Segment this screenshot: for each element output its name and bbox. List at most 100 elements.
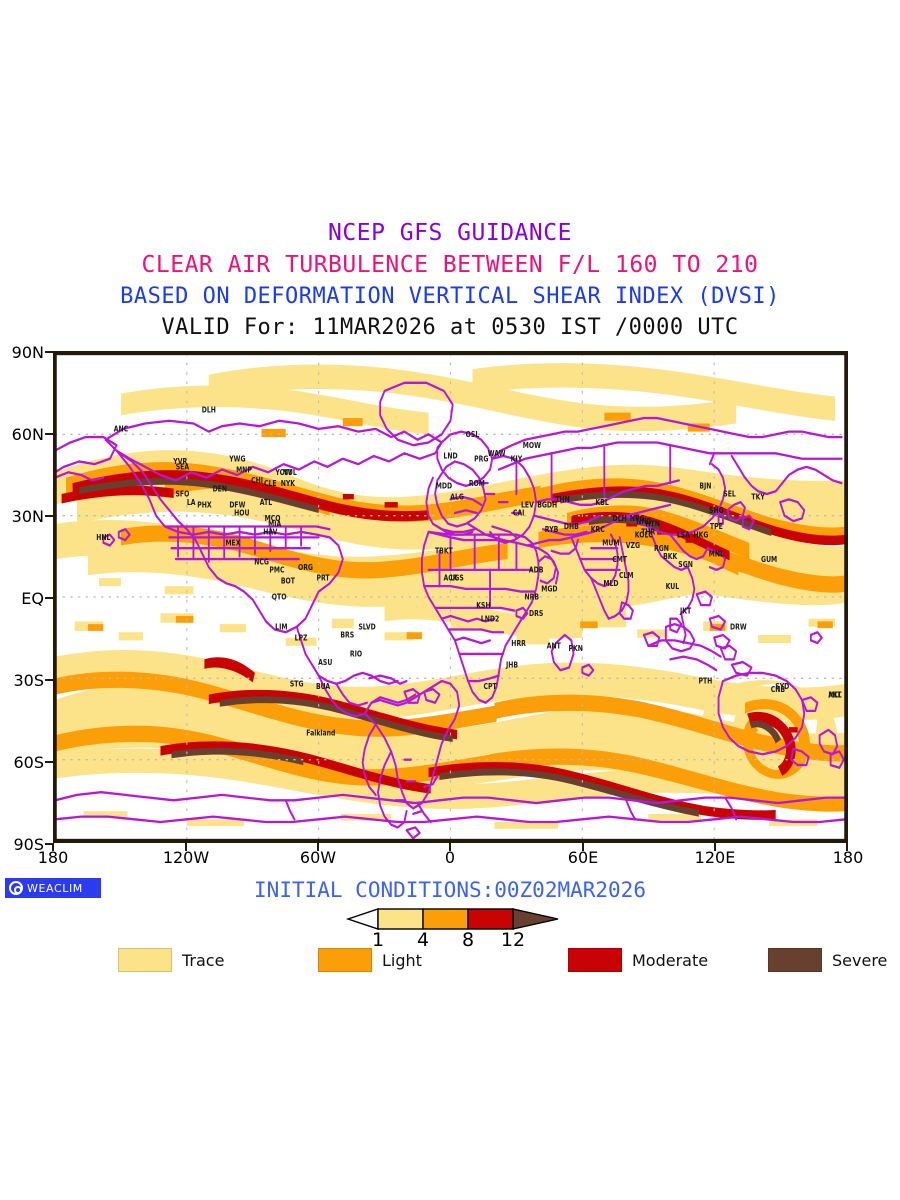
ytick-mark-30N: [45, 515, 53, 517]
colorbar-seg-1-4: [377, 908, 424, 930]
ytick-mark-90S: [45, 843, 53, 845]
station-label: LIM: [275, 623, 287, 632]
station-label: ADB: [529, 566, 544, 575]
weaclim-logo[interactable]: WEACLIM: [5, 878, 101, 898]
station-label: HKG: [694, 531, 709, 540]
colorbar-tick-1: 1: [371, 929, 385, 951]
graticule-gridlines: [55, 353, 846, 841]
colorbar-seg-4-8: [422, 908, 469, 930]
station-label: BRS: [340, 631, 354, 640]
colorbar-tick-8: 8: [461, 929, 475, 951]
station-label: CAI: [513, 509, 525, 518]
station-label: NHG: [636, 517, 652, 526]
station-label: PTH: [698, 677, 712, 686]
station-label: DLH: [202, 406, 216, 415]
colorbar-seg-below-1: [345, 908, 379, 930]
xtick-180W: 180: [37, 848, 69, 867]
station-label: ANT: [547, 642, 561, 651]
map-frame: [55, 353, 846, 841]
station-label: ALG: [450, 493, 464, 502]
station-label: LGS: [450, 574, 463, 583]
station-label: MLT: [828, 691, 841, 700]
station-label: MLD: [603, 580, 618, 589]
legend-label-severe: Severe: [832, 950, 888, 970]
station-label: BUA: [316, 683, 331, 692]
legend-swatch-trace: [118, 948, 172, 972]
legend-label-trace: Trace: [182, 950, 225, 970]
station-label: BGDH: [537, 501, 557, 510]
station-label: KOLC: [635, 531, 653, 540]
colorbar-tick-4: 4: [416, 929, 430, 951]
ytick-90N: 90N: [11, 343, 44, 362]
station-label: DRS: [529, 609, 543, 618]
station-label: HNL: [96, 533, 111, 542]
station-label: DEN: [213, 485, 228, 494]
title-line-method: BASED ON DEFORMATION VERTICAL SHEAR INDE…: [120, 284, 780, 309]
legend-item-light[interactable]: Light: [318, 948, 422, 972]
colorbar-seg-8-12: [467, 908, 514, 930]
legend-item-moderate[interactable]: Moderate: [568, 948, 708, 972]
ytick-mark-EQ: [45, 597, 53, 599]
map-plot-area[interactable]: YVR DLH SEA YWG MNP YOW YUL NYK CHI CLE DEN SFO LA PH…: [53, 351, 848, 843]
station-label: YVR: [172, 458, 187, 467]
station-label: SYD: [775, 683, 789, 692]
station-label: SLVD: [358, 623, 376, 632]
xtick-mark-60W: [317, 843, 319, 851]
legend-item-trace[interactable]: Trace: [118, 948, 224, 972]
station-label: MNP: [236, 466, 252, 475]
station-label: JKT: [679, 607, 691, 616]
station-label: LPZ: [295, 634, 308, 643]
legend-item-severe[interactable]: Severe: [768, 948, 887, 972]
station-label: CNB: [771, 685, 785, 694]
station-label: ACR: [444, 574, 459, 583]
ytick-mark-30S: [45, 679, 53, 681]
station-label: BKK: [663, 552, 678, 561]
station-label: KIY: [511, 455, 523, 464]
station-label: KUL: [666, 582, 680, 591]
ytick-60S: 60S: [13, 753, 44, 772]
colorbar[interactable]: [326, 905, 586, 935]
ytick-mark-60S: [45, 761, 53, 763]
ytick-mark-90N: [45, 351, 53, 353]
station-label: TBKT: [435, 547, 453, 556]
station-label: RGN: [654, 544, 669, 553]
title-line-model: NCEP GFS GUIDANCE: [328, 220, 572, 246]
station-label: KSH: [476, 601, 491, 610]
station-label: SEA: [176, 463, 190, 472]
station-label: CPT: [483, 683, 496, 692]
ytick-mark-60N: [45, 433, 53, 435]
xtick-120W: 120W: [162, 848, 210, 867]
station-label: DFW: [229, 501, 245, 510]
title-line-product: CLEAR AIR TURBULENCE BETWEEN F/L 160 TO …: [141, 252, 759, 278]
weaclim-label: WEACLIM: [27, 881, 83, 895]
xtick-0: 0: [444, 848, 456, 867]
station-label: TKY: [751, 493, 765, 502]
station-label: HTN: [645, 520, 660, 529]
station-label: HRR: [511, 639, 526, 648]
station-label: BJN: [699, 482, 711, 491]
title-line-validtime: VALID For: 11MAR2026 at 0530 IST /0000 U…: [161, 315, 739, 340]
station-label: SHG: [709, 506, 724, 515]
station-label: Falkland: [306, 729, 335, 738]
station-label: ANC: [114, 425, 128, 434]
station-label: ORG: [298, 563, 313, 572]
station-label: SFO: [176, 490, 190, 499]
severity-legend: Trace Light Moderate Severe: [0, 948, 900, 978]
station-label: DHB: [564, 523, 579, 532]
copyright-circle-icon: [9, 881, 23, 895]
ytick-EQ: EQ: [21, 589, 44, 608]
station-label: WAW: [488, 449, 506, 458]
station-label: MDD: [436, 482, 453, 491]
station-label: NPG: [630, 514, 645, 523]
xtick-mark-120W: [185, 843, 187, 851]
ytick-60N: 60N: [11, 425, 44, 444]
xtick-mark-180W: [52, 843, 54, 851]
station-label: LEV: [521, 501, 534, 510]
xtick-180E: 180: [832, 848, 864, 867]
station-label: SEL: [723, 490, 736, 499]
station-label: CHI: [251, 477, 263, 486]
station-label: LSA: [677, 531, 691, 540]
xtick-mark-60E: [582, 843, 584, 851]
colorbar-svg: [345, 908, 559, 930]
